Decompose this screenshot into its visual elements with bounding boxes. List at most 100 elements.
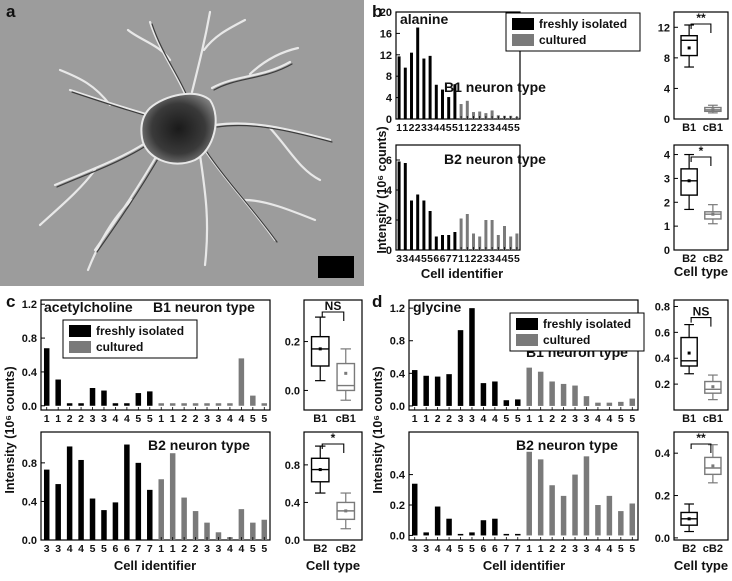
d-box2-significance-bracket [690,443,712,453]
d-bottom-xtick-label: 4 [595,543,601,555]
c-top-xtick-label: 5 [250,413,256,425]
d-bottom-bar [457,533,464,536]
c-top-chart: 0.00.40.81.21 1 2 2 3 3 4 4 5 5 1 1 2 2 3 3 4 4 5 5acetylch… [22,299,271,425]
b-top-bar [403,67,407,119]
c-bottom-bar [55,484,61,540]
c-bottom-xtick-label: 7 [135,543,141,555]
b-top-xtick-label: 4 [495,122,501,134]
b-top-xtick-label: 3 [421,122,427,134]
d-type-label: Cell type [674,558,728,573]
d-bottom-xtick-label: 4 [446,543,452,555]
b-bottom-xtick-label: 4 [415,253,421,265]
c-bottom-xtick-label: 2 [181,543,187,555]
b-top-xtick-label: 2 [409,122,415,134]
b-box2-ytick-label: 4 [664,150,671,162]
c-box1-xtick-label: cB1 [336,413,356,425]
c-ylabel: Intensity (10⁶ counts) [3,366,17,493]
c-bottom-xtick-label: 3 [44,543,50,555]
b-ylabel: Intensity (10⁶ counts) [375,126,389,253]
d-top-xtick-label: 1 [412,413,418,425]
b-xlabel: Cell identifier [421,266,503,281]
b-top-bar [490,110,494,119]
d-top-bar [606,402,613,406]
d-box1-xtick-label: cB1 [703,413,723,425]
b-bottom-xtick-label: 4 [502,253,508,265]
d-top-ytick-label: 0.8 [390,336,405,348]
b-bottom-bar [509,236,513,250]
b-top-xtick-label: 3 [483,122,489,134]
b-bottom-bar [441,235,444,250]
d-top-xtick-label: 1 [538,413,544,425]
c-top-bar [124,403,130,406]
d-top-bar [434,376,441,406]
b-top-xtick-label: 4 [433,122,439,134]
c-bottom-bar [43,469,50,540]
b-top-bar [428,55,432,119]
b-bottom-xtick-label: 5 [508,253,514,265]
cell-body [140,92,217,165]
c-top-bar [238,358,245,406]
b-box2-ytick-label: 3 [664,173,670,185]
b-top-bar [434,84,438,119]
c-top-bar [112,403,119,406]
b-top-xtick-label: 2 [471,122,477,134]
b-top-bar [441,89,444,119]
c-top-axes-frame [40,299,271,411]
c-bottom-bar [135,462,142,540]
c-legend-label-cultured: cultured [96,340,143,354]
d-bottom-xtick-label: 3 [584,543,590,555]
c-top-xtick-label: 4 [238,413,244,425]
c-top-bar [55,379,61,406]
d-bottom-ytick-label: 0.4 [390,470,406,482]
c-box2-significance-bracket [321,443,345,453]
scale-bar [318,256,354,278]
c-top-bar [135,393,142,406]
d-box2-ytick-label: 0.4 [655,448,671,460]
b-legend-label-cultured: cultured [539,33,586,47]
c-top-bar [89,388,96,406]
b-top-xtick-label: 3 [427,122,433,134]
panel-letter-a: a [6,2,16,21]
b-box1-significance-bracket [690,23,712,33]
c-box1-chart: 0.0 0.2 B1 cB1 NS [285,299,363,425]
c-top-xtick-label: 3 [216,413,222,425]
d-bottom-xtick-label: 1 [526,543,532,555]
panel-letter-d: d [372,292,383,311]
c-bottom-bar [112,502,119,540]
c-top-ytick-label: 1.2 [22,299,37,311]
c-box1-axes-frame [303,299,363,411]
d-top-xtick-label: 4 [481,413,487,425]
b-box1-mean [711,108,715,112]
d-bottom-bar [583,456,590,536]
d-bottom-xtick-label: 5 [629,543,635,555]
neurite-shadows [56,23,333,253]
b-bottom-bar [422,200,426,250]
b-legend-swatch-cultured [512,34,534,46]
b-box1-chart: 0 4 8 12 B1 cB1 ** [658,11,729,134]
b-bottom-bar [496,235,500,250]
b-box2-ytick-label: 2 [664,197,670,209]
b-bottom-xtick-label: 7 [452,253,458,265]
d-bottom-chart: 0.00.20.43 3 4 4 5 5 6 6 7 7 1 1 2 2 3 3 4 4 5 5B2 neuron t… [390,431,639,555]
d-legend-swatch-freshly [516,318,538,330]
d-top-axes-frame [408,299,639,411]
b-bottom-bar [397,161,401,250]
b-legend: freshly isolated cultured [505,12,641,52]
c-bottom-subtitle: B2 neuron type [148,437,250,453]
b-top-axes-frame [395,11,521,120]
b-top-bar [410,52,413,119]
c-bottom-chart: 0.00.40.83 3 4 4 5 5 6 6 7 7 1 1 2 2 3 3 4 4 5 5B2 neuron t… [22,431,271,555]
c-top-bar [261,403,268,406]
b-legend-label-freshly: freshly isolated [539,17,627,31]
b-bottom-bar [459,218,463,250]
c-top-xtick-label: 4 [113,413,119,425]
d-legend-swatch-cultured [516,334,538,346]
b-bottom-bar [515,233,519,250]
d-bottom-xtick-label: 5 [618,543,624,555]
b-legend-swatch-freshly [512,18,534,30]
c-bottom-bar [78,459,84,540]
c-bottom-xtick-label: 7 [147,543,153,555]
d-bottom-xtick-label: 3 [423,543,429,555]
c-top-xtick-label: 2 [78,413,84,425]
